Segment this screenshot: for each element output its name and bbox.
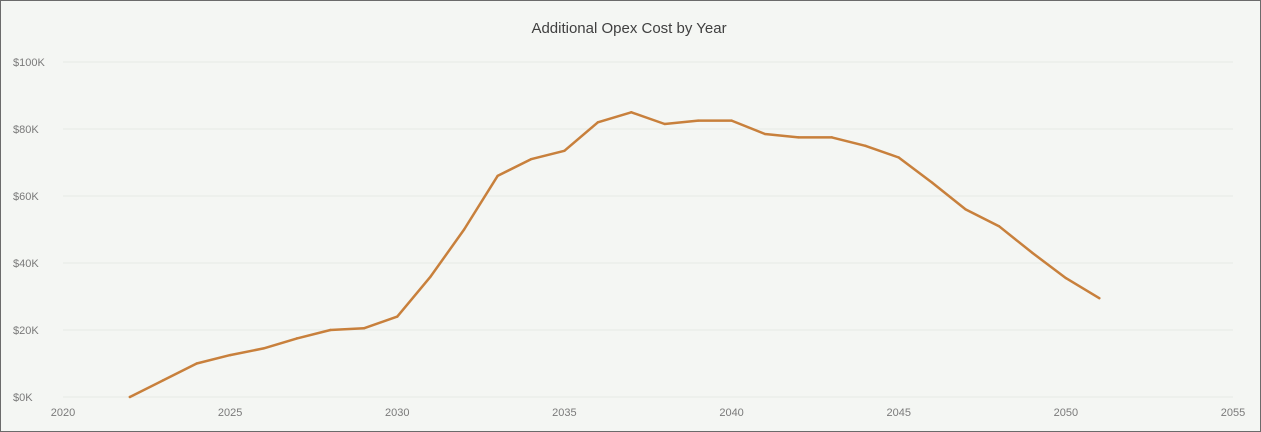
y-tick-label: $40K: [13, 258, 39, 270]
data-point: [797, 136, 800, 139]
data-point: [195, 362, 198, 365]
x-axis-ticks: 2020 2025 2030 2035 2040 2045 2050 2055: [51, 407, 1245, 419]
data-point: [730, 119, 733, 122]
y-tick-label: $100K: [13, 57, 45, 69]
data-point: [563, 149, 566, 152]
x-tick-label: 2020: [51, 407, 75, 419]
data-point: [763, 132, 767, 136]
x-tick-label: 2030: [385, 407, 409, 419]
y-tick-label: $80K: [13, 124, 39, 136]
data-point: [997, 224, 1001, 228]
chart-title: Additional Opex Cost by Year: [531, 20, 726, 37]
data-point: [596, 121, 600, 124]
gridlines: [63, 61, 1233, 398]
series-line: [128, 111, 1101, 399]
x-tick-label: 2055: [1221, 407, 1245, 419]
y-axis-ticks: $0K $20K $40K $60K $80K $100K: [13, 57, 45, 404]
y-tick-label: $60K: [13, 191, 39, 203]
data-point: [396, 315, 399, 318]
y-tick-label: $20K: [13, 325, 39, 337]
data-point: [663, 122, 666, 126]
data-point: [964, 208, 967, 211]
x-tick-label: 2035: [552, 407, 576, 419]
data-point: [830, 136, 834, 139]
data-point: [1064, 276, 1068, 280]
data-point: [429, 275, 432, 278]
data-point: [228, 353, 232, 357]
data-point: [262, 347, 265, 350]
data-point: [295, 337, 299, 340]
x-tick-label: 2045: [886, 407, 910, 419]
data-point: [329, 328, 332, 332]
series-layer: [128, 111, 1101, 399]
data-point: [529, 157, 533, 161]
data-point: [630, 111, 633, 114]
data-point: [496, 174, 499, 178]
data-point: [864, 144, 867, 147]
x-tick-label: 2025: [218, 407, 242, 419]
data-point: [128, 395, 132, 399]
y-tick-label: $0K: [13, 392, 33, 404]
x-tick-label: 2050: [1054, 407, 1078, 419]
data-point: [162, 379, 165, 382]
data-point: [1098, 296, 1101, 300]
data-point: [897, 156, 900, 159]
data-point: [1031, 251, 1034, 255]
data-point: [696, 119, 700, 122]
data-point: [362, 327, 366, 330]
data-point: [462, 228, 466, 231]
data-point: [930, 181, 934, 184]
x-tick-label: 2040: [719, 407, 743, 419]
